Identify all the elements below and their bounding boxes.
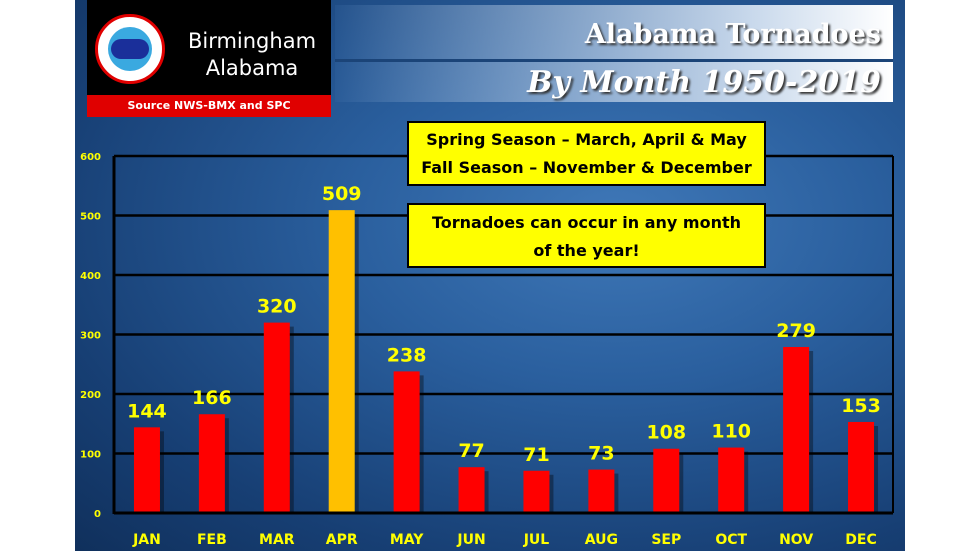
x-tick-label: AUG: [585, 532, 618, 548]
data-label: 238: [387, 344, 427, 366]
bar-jul: [523, 470, 550, 513]
chart-title: Alabama Tornadoes: [584, 19, 881, 50]
bar-oct: [718, 447, 745, 513]
x-tick-label: JUL: [523, 532, 550, 548]
y-tick-label: 200: [80, 390, 101, 401]
data-label: 279: [776, 320, 816, 342]
bar-mar: [263, 322, 290, 513]
y-tick-label: 0: [94, 509, 101, 520]
data-label: 509: [322, 183, 362, 205]
spring-season-text: Spring Season – March, April & May: [426, 130, 747, 149]
title-banner: Alabama Tornadoes By Month 1950-2019: [335, 5, 893, 102]
any-month-text: Tornadoes can occur in any month of the …: [431, 213, 742, 260]
data-label: 77: [458, 440, 484, 462]
nws-logo-banner: Birmingham Alabama Source NWS-BMX and SP…: [87, 0, 331, 117]
x-tick-label: JUN: [456, 532, 485, 548]
x-tick-label: JAN: [132, 532, 161, 548]
bar-sep: [653, 448, 680, 513]
data-label: 166: [192, 387, 232, 409]
bar-feb: [198, 414, 225, 513]
bar-aug: [588, 469, 615, 513]
office-city: Birmingham: [187, 29, 317, 53]
source-label: Source NWS-BMX and SPC: [87, 95, 331, 117]
data-label: 110: [711, 421, 751, 443]
any-month-note: Tornadoes can occur in any month of the …: [407, 203, 766, 268]
data-label: 73: [588, 443, 614, 465]
bar-jun: [458, 467, 485, 513]
data-label: 153: [841, 395, 881, 417]
y-tick-label: 500: [80, 212, 101, 223]
chart-subtitle: By Month 1950-2019: [527, 65, 881, 100]
bar-nov: [783, 346, 810, 513]
office-state: Alabama: [205, 56, 299, 80]
x-tick-label: MAR: [259, 532, 295, 548]
x-tick-label: FEB: [197, 532, 227, 548]
fall-season-text: Fall Season – November & December: [421, 158, 752, 177]
data-label: 108: [646, 422, 686, 444]
y-tick-label: 600: [80, 152, 101, 163]
nws-seal-icon: [95, 14, 165, 84]
bar-jan: [133, 427, 160, 513]
x-tick-label: NOV: [779, 532, 813, 548]
x-tick-label: OCT: [715, 532, 747, 548]
bar-dec: [848, 421, 875, 513]
y-tick-label: 300: [80, 331, 101, 342]
x-tick-label: MAY: [390, 532, 424, 548]
office-name: Birmingham Alabama: [177, 28, 327, 82]
data-label: 320: [257, 296, 297, 318]
y-tick-label: 400: [80, 271, 101, 282]
bar-may: [393, 371, 420, 513]
x-tick-label: APR: [326, 532, 358, 548]
y-tick-label: 100: [80, 450, 101, 461]
x-tick-label: SEP: [651, 532, 681, 548]
bar-apr: [328, 210, 355, 513]
data-label: 71: [523, 444, 549, 466]
data-label: 144: [127, 400, 167, 422]
x-tick-label: DEC: [845, 532, 876, 548]
season-note: Spring Season – March, April & May Fall …: [407, 121, 766, 186]
